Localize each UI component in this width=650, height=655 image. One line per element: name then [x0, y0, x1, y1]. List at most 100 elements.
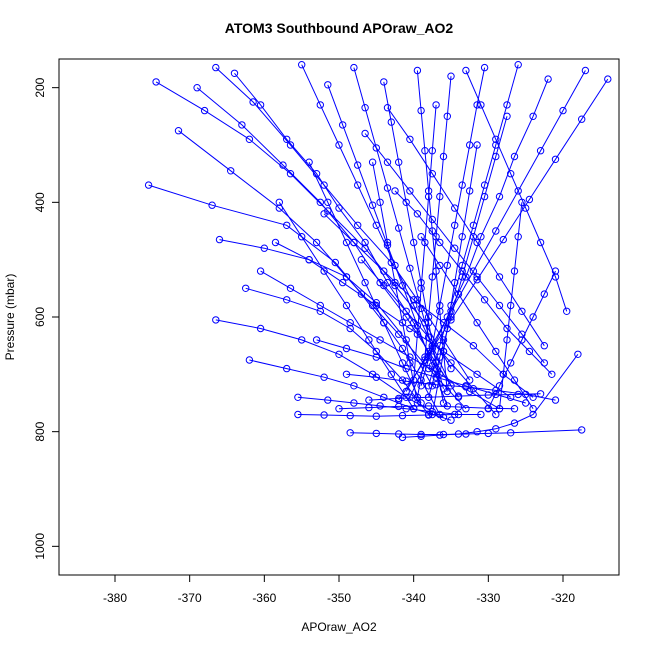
data-point	[529, 313, 537, 321]
series-line	[308, 161, 422, 404]
series-line	[420, 67, 486, 386]
data-point	[286, 141, 295, 149]
data-point	[372, 144, 380, 152]
series-line	[420, 236, 534, 409]
x-tick-label: -380	[103, 591, 127, 605]
data-point	[559, 106, 567, 115]
data-point	[462, 66, 470, 75]
data-point	[503, 112, 511, 121]
data-point	[391, 278, 399, 287]
data-point	[298, 336, 306, 344]
data-point	[350, 399, 358, 407]
data-point	[410, 238, 418, 247]
profile-series	[368, 158, 422, 407]
data-point	[361, 129, 369, 138]
data-point	[372, 347, 380, 356]
data-point	[428, 170, 436, 178]
series-line	[353, 67, 444, 389]
data-point	[395, 224, 403, 232]
data-point	[417, 106, 425, 115]
data-point	[316, 301, 324, 310]
data-point	[454, 392, 463, 400]
series-line	[215, 67, 471, 381]
plot-frame	[58, 58, 620, 576]
y-tick-label: 400	[33, 192, 47, 212]
data-point	[365, 403, 373, 412]
data-point	[451, 244, 459, 252]
data-point	[387, 370, 395, 378]
data-point	[361, 278, 369, 287]
series-line	[416, 76, 452, 398]
data-point	[372, 221, 380, 230]
data-point	[518, 198, 526, 207]
data-point	[432, 267, 440, 275]
data-point	[372, 353, 380, 361]
data-point	[227, 167, 235, 175]
profile-series	[417, 233, 537, 413]
data-point	[551, 267, 560, 275]
data-point	[335, 350, 343, 358]
data-point	[372, 412, 380, 420]
data-point	[432, 381, 440, 389]
profile-series	[305, 158, 425, 407]
data-point	[376, 402, 384, 410]
data-point	[335, 204, 343, 212]
data-point	[510, 152, 519, 161]
data-point	[410, 296, 418, 304]
data-point	[477, 410, 485, 419]
data-point	[563, 307, 571, 315]
series-line	[219, 239, 433, 387]
data-point	[473, 370, 481, 378]
data-point	[398, 411, 407, 420]
series-line	[465, 70, 568, 312]
series-layer	[144, 60, 612, 442]
profile-series	[428, 141, 481, 419]
data-point	[275, 198, 283, 207]
data-point	[443, 324, 451, 333]
data-point	[447, 359, 455, 367]
x-tick-label: -320	[551, 591, 575, 605]
data-point	[428, 147, 436, 155]
data-point	[383, 104, 392, 112]
data-point	[368, 158, 377, 166]
data-point	[256, 101, 265, 109]
profile-series	[294, 410, 485, 420]
data-point	[503, 101, 511, 109]
data-point	[439, 319, 448, 327]
data-point	[346, 324, 354, 333]
data-point	[514, 187, 522, 195]
data-point	[335, 141, 343, 149]
data-point	[342, 344, 351, 353]
data-point	[480, 192, 489, 201]
data-point	[578, 426, 586, 434]
data-point	[406, 264, 414, 272]
data-point	[469, 267, 478, 275]
data-point	[354, 181, 362, 189]
data-point	[271, 238, 280, 247]
data-point	[536, 390, 545, 398]
data-point	[212, 316, 220, 324]
data-point	[283, 135, 291, 144]
data-point	[383, 158, 392, 166]
data-point	[365, 336, 373, 344]
data-point	[492, 425, 500, 433]
data-point	[342, 370, 351, 378]
data-point	[376, 198, 384, 207]
data-point	[417, 233, 425, 241]
data-point	[484, 405, 492, 413]
data-point	[283, 364, 291, 373]
data-point	[428, 410, 436, 419]
data-point	[417, 284, 425, 292]
data-point	[372, 301, 380, 310]
data-point	[174, 127, 183, 135]
data-point	[473, 141, 481, 149]
x-tick-label: -350	[327, 591, 351, 605]
data-point	[406, 324, 414, 333]
data-point	[510, 405, 519, 413]
series-line	[402, 354, 579, 438]
data-point	[581, 66, 590, 75]
data-point	[152, 78, 160, 86]
data-point	[443, 402, 451, 410]
data-point	[357, 256, 366, 264]
series-line	[275, 242, 511, 398]
